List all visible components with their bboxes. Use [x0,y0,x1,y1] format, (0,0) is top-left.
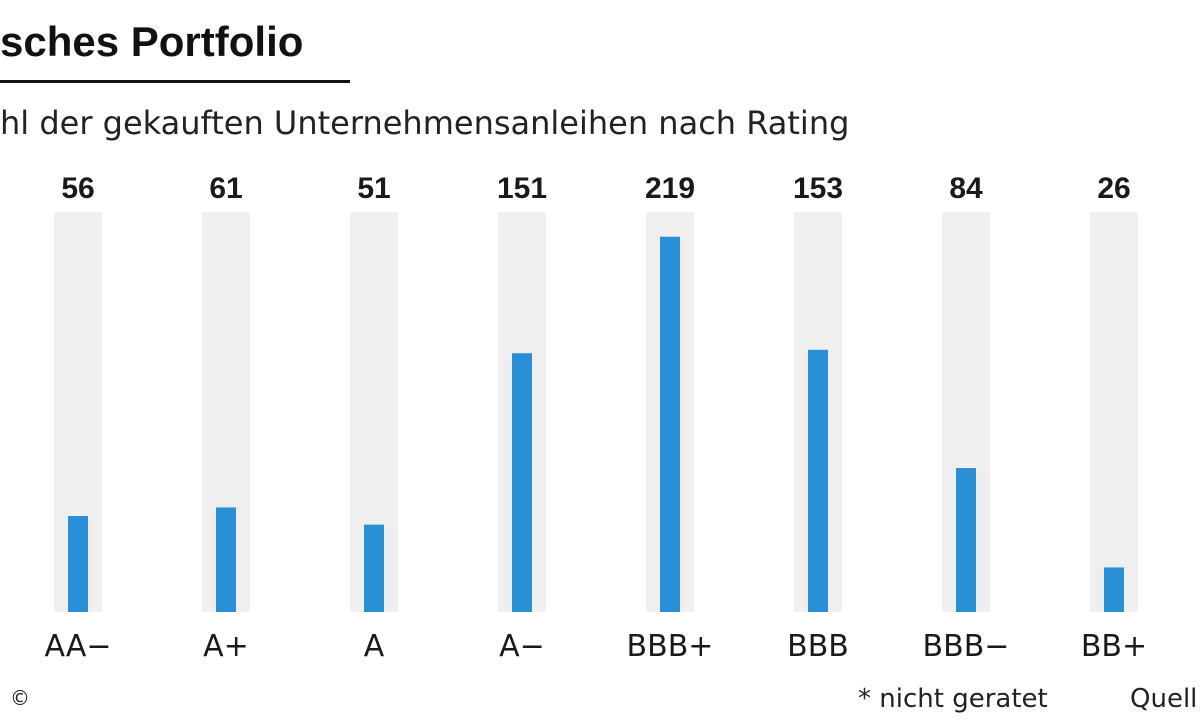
bar [364,524,384,612]
category-label: A+ [203,629,249,664]
bar-track [1090,212,1138,612]
footnote: * nicht geratet [858,684,1048,714]
category-label: A− [499,629,545,664]
value-label: 26 [1097,172,1130,205]
value-label: 151 [497,172,547,205]
copyright-icon: © [10,686,30,710]
value-label: 61 [209,172,242,205]
bar [512,353,532,612]
category-label: AA− [44,629,111,664]
bar [956,468,976,612]
value-label: 51 [357,172,390,205]
bar [68,516,88,612]
bar [660,236,680,613]
bar [808,349,828,612]
value-label: 153 [793,172,843,205]
chart-title: sches Portfolio [0,18,304,65]
category-label: BB+ [1081,629,1147,664]
source-label: Quell [1130,684,1198,714]
chart-subtitle: hl der gekauften Unternehmensanleihen na… [0,104,850,142]
bar [216,507,236,612]
category-label: BBB− [923,629,1010,664]
category-label: A [364,629,385,664]
category-label: BBB [787,629,849,664]
value-label: 219 [645,172,695,205]
category-label: BBB+ [627,629,714,664]
value-label: 56 [61,172,94,205]
value-label: 84 [949,172,983,205]
bar [1104,567,1124,612]
title-underline [0,80,350,83]
